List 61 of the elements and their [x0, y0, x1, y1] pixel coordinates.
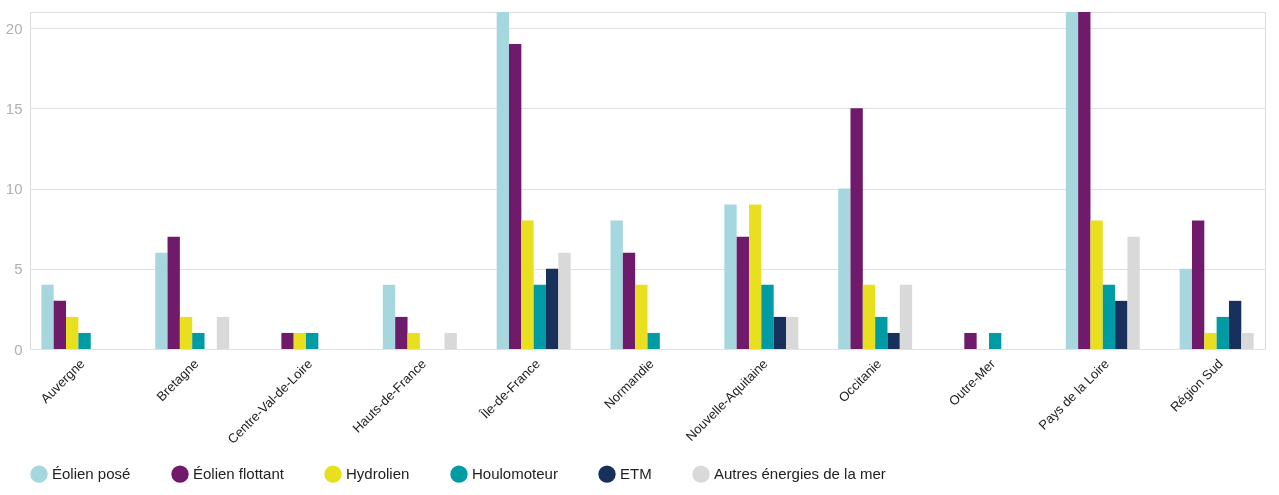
- bar: [496, 12, 510, 349]
- bar: [281, 332, 294, 349]
- bar: [988, 332, 1002, 349]
- bar: [622, 252, 636, 349]
- bar: [167, 236, 180, 349]
- bar: [647, 332, 660, 349]
- legend-label: Éolien posé: [52, 465, 131, 483]
- y-tick-label: 0: [14, 340, 23, 358]
- bar: [1115, 300, 1128, 349]
- bar: [862, 284, 876, 349]
- bar: [521, 220, 534, 349]
- bar: [761, 284, 774, 349]
- bar: [1065, 12, 1079, 349]
- bar: [875, 316, 888, 349]
- bar: [838, 188, 851, 349]
- bar: [509, 44, 522, 349]
- bar: [899, 284, 913, 349]
- bar: [533, 284, 547, 349]
- bar: [306, 332, 319, 349]
- bar: [773, 316, 786, 349]
- bar: [1228, 300, 1242, 349]
- bar: [444, 332, 457, 349]
- bar: [1204, 332, 1217, 349]
- legend-label: Autres énergies de la mer: [714, 465, 886, 483]
- bar: [887, 332, 900, 349]
- bar: [66, 316, 79, 349]
- legend-label: Houlomoteur: [472, 465, 558, 483]
- legend-label: Hydrolien: [346, 465, 410, 483]
- bar: [155, 252, 168, 349]
- legend-label: ETM: [620, 465, 652, 483]
- bar: [192, 332, 205, 349]
- bar: [736, 236, 749, 349]
- bar: [1102, 284, 1116, 349]
- legend-label: Éolien flottant: [193, 465, 285, 483]
- bar: [293, 332, 307, 349]
- bar: [785, 316, 799, 349]
- bar: [546, 268, 559, 349]
- y-tick-label: 5: [14, 260, 23, 278]
- bar: [216, 316, 230, 349]
- bar: [748, 204, 762, 349]
- y-tick-label: 20: [5, 19, 23, 37]
- bar: [78, 332, 91, 349]
- bar: [964, 332, 977, 349]
- bar: [1216, 316, 1229, 349]
- bar: [724, 204, 737, 349]
- bar: [635, 284, 648, 349]
- bar: [1191, 220, 1205, 349]
- bar: [53, 300, 67, 349]
- y-tick-label: 15: [5, 99, 23, 117]
- bar: [850, 108, 863, 349]
- bar: [1090, 220, 1103, 349]
- bar: [1078, 12, 1091, 349]
- bar: [41, 284, 54, 349]
- bar: [610, 220, 623, 349]
- bar: [407, 332, 420, 349]
- bar: [1179, 268, 1192, 349]
- y-tick-label: 10: [5, 180, 23, 198]
- bar: [395, 316, 408, 349]
- bar: [179, 316, 193, 349]
- bar: [1241, 332, 1254, 349]
- bar: [382, 284, 396, 349]
